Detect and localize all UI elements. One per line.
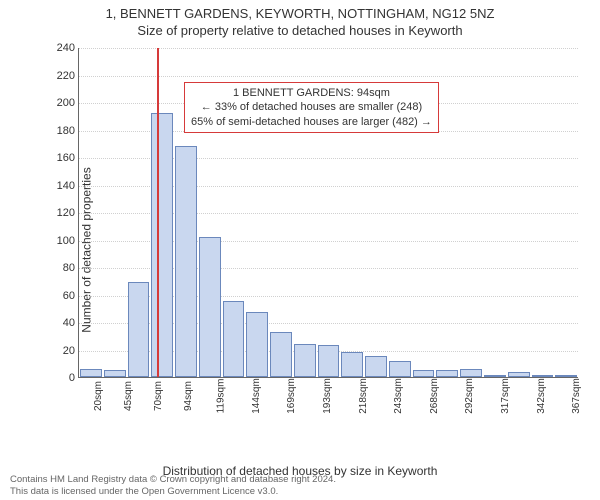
x-tick-label: 317sqm [500, 378, 540, 414]
x-tick-label: 218sqm [357, 378, 397, 414]
y-tick-label: 40 [63, 317, 79, 329]
histogram-bar [128, 282, 150, 377]
attribution-line-2: This data is licensed under the Open Gov… [10, 486, 336, 498]
chart-title-main: 1, BENNETT GARDENS, KEYWORTH, NOTTINGHAM… [0, 6, 600, 21]
histogram-bar [413, 370, 435, 377]
x-tick-label: 243sqm [393, 378, 433, 414]
histogram-bar [199, 237, 221, 377]
y-tick-label: 80 [63, 262, 79, 274]
x-tick-label: 193sqm [322, 378, 362, 414]
x-tick-label: 119sqm [215, 379, 255, 414]
x-tick-label: 342sqm [535, 378, 575, 414]
histogram-bar [555, 375, 577, 377]
histogram-bar [175, 146, 197, 377]
chart-area: 0204060801001201401601802002202401 BENNE… [44, 48, 584, 418]
y-tick-label: 100 [57, 235, 79, 247]
histogram-bar [294, 344, 316, 377]
histogram-bar [484, 375, 506, 377]
y-tick-label: 120 [57, 207, 79, 219]
histogram-bar [246, 312, 268, 377]
y-tick-label: 200 [57, 97, 79, 109]
histogram-bar [389, 361, 411, 378]
y-tick-label: 180 [57, 125, 79, 137]
y-tick-label: 60 [63, 290, 79, 302]
x-tick-label: 144sqm [251, 378, 291, 414]
histogram-bar [104, 370, 126, 377]
histogram-bar [223, 301, 245, 377]
annotation-box: 1 BENNETT GARDENS: 94sqm← 33% of detache… [184, 82, 439, 133]
x-tick-label: 268sqm [429, 378, 469, 414]
histogram-bar [151, 113, 173, 377]
annotation-line: 1 BENNETT GARDENS: 94sqm [191, 86, 432, 100]
y-tick-label: 220 [57, 70, 79, 82]
histogram-bar [270, 332, 292, 377]
y-tick-label: 240 [57, 42, 79, 54]
y-tick-label: 160 [57, 152, 79, 164]
histogram-bar [341, 352, 363, 377]
x-tick-label: 367sqm [571, 378, 600, 414]
x-tick-label: 292sqm [464, 378, 504, 414]
chart-title-sub: Size of property relative to detached ho… [0, 23, 600, 38]
histogram-bar [318, 345, 340, 377]
attribution-text: Contains HM Land Registry data © Crown c… [10, 474, 336, 498]
histogram-bar [532, 375, 554, 377]
x-tick-label: 169sqm [286, 378, 326, 414]
plot-area: 0204060801001201401601802002202401 BENNE… [78, 48, 578, 378]
annotation-line: 65% of semi-detached houses are larger (… [191, 115, 432, 129]
histogram-bar [460, 369, 482, 377]
y-tick-label: 20 [63, 345, 79, 357]
histogram-bar [436, 370, 458, 377]
histogram-bar [508, 372, 530, 378]
y-tick-label: 140 [57, 180, 79, 192]
attribution-line-1: Contains HM Land Registry data © Crown c… [10, 474, 336, 486]
property-marker-line [157, 48, 159, 377]
annotation-line: ← 33% of detached houses are smaller (24… [191, 100, 432, 114]
x-ticks: 20sqm45sqm70sqm94sqm119sqm144sqm169sqm19… [78, 378, 578, 418]
histogram-bar [80, 369, 102, 377]
histogram-bar [365, 356, 387, 377]
